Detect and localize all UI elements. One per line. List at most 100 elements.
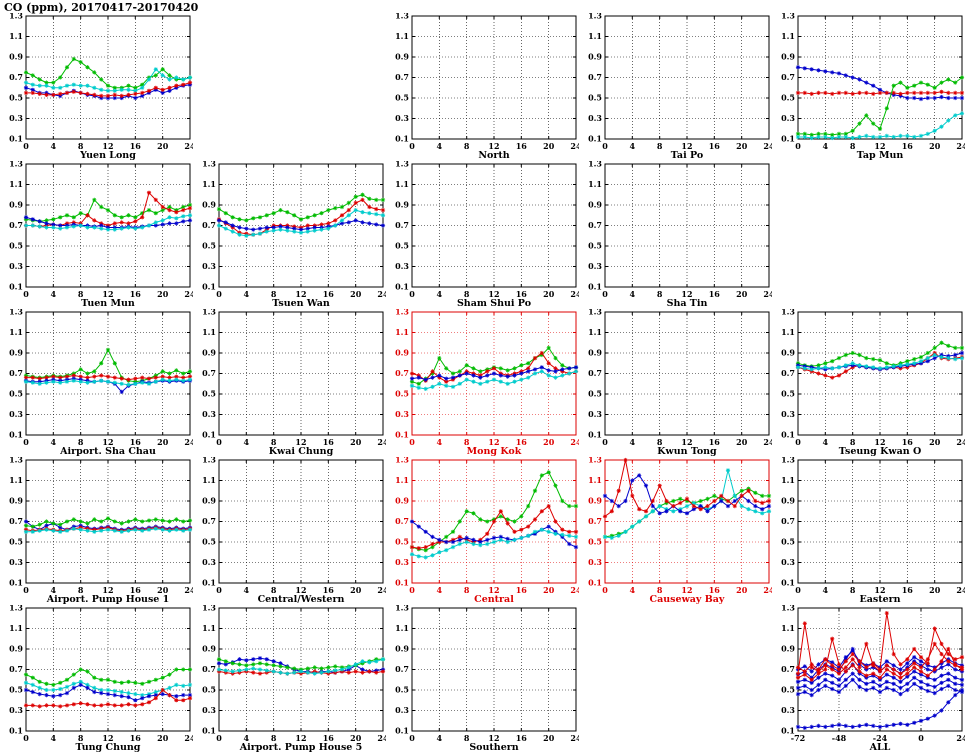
x-tick-label: 8 bbox=[78, 289, 84, 299]
x-tick-label: 24 bbox=[956, 733, 965, 743]
y-tick-label: 1.1 bbox=[9, 31, 23, 41]
series-markers-cyan bbox=[216, 657, 386, 676]
panel-chart: 0.1 0.3 0.5 0.7 0.9 1.1 1.3 0 4 8 12 16 20 24 Central bbox=[395, 455, 582, 606]
panel-title: Yuen Long bbox=[79, 150, 136, 161]
y-tick-label: 0.1 bbox=[202, 578, 216, 588]
x-tick-label: 12 bbox=[874, 585, 885, 595]
x-tick-label: 12 bbox=[488, 289, 499, 299]
y-tick-label: 0.1 bbox=[781, 430, 795, 440]
series-markers-red bbox=[795, 89, 965, 96]
series-markers-red bbox=[23, 373, 193, 382]
chart-panel-kwun-tong: 0.1 0.3 0.5 0.7 0.9 1.1 1.3 0 4 8 12 16 20 24 Kwun Ton… bbox=[579, 307, 775, 458]
panel-title: Tap Mun bbox=[857, 150, 904, 161]
panel-title: Tung Chung bbox=[76, 742, 141, 753]
y-tick-label: 0.3 bbox=[9, 409, 23, 419]
y-tick-label: 0.9 bbox=[9, 52, 23, 62]
panel-title: Kwai Chung bbox=[269, 446, 334, 457]
y-tick-label: 1.3 bbox=[202, 309, 216, 317]
chart-panel-yuen-long: 0.1 0.3 0.5 0.7 0.9 1.1 1.3 0 4 8 12 16 20 24 Yuen Lon… bbox=[0, 11, 196, 162]
x-tick-label: 4 bbox=[823, 585, 829, 595]
y-tick-label: 0.3 bbox=[781, 705, 795, 715]
x-tick-label: 4 bbox=[630, 437, 636, 447]
y-tick-label: 0.3 bbox=[781, 113, 795, 123]
x-tick-label: 24 bbox=[956, 585, 965, 595]
x-tick-label: 20 bbox=[736, 437, 748, 447]
panel-title: Airport. Sha Chau bbox=[59, 446, 156, 457]
panel-title: Southern bbox=[469, 742, 518, 753]
y-tick-label: 0.9 bbox=[9, 644, 23, 654]
x-tick-label: 12 bbox=[681, 141, 692, 151]
x-tick-label: 16 bbox=[323, 289, 335, 299]
y-tick-label: 0.5 bbox=[781, 389, 795, 399]
x-tick-label: 20 bbox=[543, 585, 555, 595]
x-tick-label: 12 bbox=[102, 585, 113, 595]
y-tick-label: 0.1 bbox=[395, 578, 409, 588]
x-tick-label: 20 bbox=[157, 289, 169, 299]
panel-chart: 0.1 0.3 0.5 0.7 0.9 1.1 1.3 0 4 8 12 16 20 24 Sham Shu… bbox=[395, 159, 582, 310]
y-tick-label: 0.9 bbox=[395, 52, 409, 62]
panel-title: Tuen Mun bbox=[81, 298, 135, 309]
y-tick-label: 1.3 bbox=[9, 161, 23, 169]
x-tick-label: 12 bbox=[102, 141, 113, 151]
y-tick-label: 0.9 bbox=[202, 496, 216, 506]
chart-panel-kwai-chung: 0.1 0.3 0.5 0.7 0.9 1.1 1.3 0 4 8 12 16 20 24 Kwai Chu… bbox=[193, 307, 389, 458]
series-markers-red bbox=[602, 457, 772, 519]
y-tick-label: 0.1 bbox=[9, 578, 23, 588]
series-markers-blue bbox=[23, 376, 193, 394]
y-tick-label: 0.3 bbox=[588, 557, 602, 567]
y-tick-label: 0.7 bbox=[588, 368, 602, 378]
x-tick-label: 16 bbox=[902, 437, 914, 447]
y-tick-label: 1.1 bbox=[395, 475, 409, 485]
y-tick-label: 0.5 bbox=[395, 389, 409, 399]
x-tick-label: 4 bbox=[51, 289, 57, 299]
x-tick-label: 8 bbox=[657, 437, 663, 447]
y-tick-label: 0.7 bbox=[395, 516, 409, 526]
y-tick-label: 0.7 bbox=[202, 516, 216, 526]
x-tick-label: -24 bbox=[873, 733, 888, 743]
x-tick-label: 16 bbox=[709, 141, 721, 151]
y-tick-label: 0.1 bbox=[202, 282, 216, 292]
x-tick-label: 16 bbox=[130, 141, 142, 151]
x-tick-label: 20 bbox=[157, 585, 169, 595]
panel-chart: 0.1 0.3 0.5 0.7 0.9 1.1 1.3 0 4 8 12 16 20 24 Tung Chu… bbox=[9, 603, 196, 754]
panel-chart: 0.1 0.3 0.5 0.7 0.9 1.1 1.3 0 4 8 12 16 20 24 Mong Kok bbox=[395, 307, 582, 458]
panel-title: Airport. Pump House 1 bbox=[46, 594, 170, 605]
x-tick-label: 0 bbox=[409, 437, 415, 447]
y-tick-label: 0.9 bbox=[588, 348, 602, 358]
y-tick-label: 0.3 bbox=[588, 261, 602, 271]
y-tick-label: 0.3 bbox=[395, 409, 409, 419]
y-tick-label: 0.9 bbox=[202, 644, 216, 654]
x-tick-label: 24 bbox=[763, 141, 772, 151]
y-tick-label: 0.5 bbox=[781, 685, 795, 695]
x-tick-label: 24 bbox=[570, 585, 579, 595]
y-tick-label: 1.1 bbox=[781, 623, 795, 633]
x-tick-label: 8 bbox=[464, 585, 470, 595]
y-tick-label: 0.1 bbox=[9, 726, 23, 736]
x-tick-label: 16 bbox=[516, 437, 528, 447]
panel-title: Tai Po bbox=[671, 150, 703, 161]
x-tick-label: 20 bbox=[543, 733, 555, 743]
panel-chart: 0.1 0.3 0.5 0.7 0.9 1.1 1.3 0 4 8 12 16 20 24 Tseung K… bbox=[781, 307, 965, 458]
x-tick-label: 12 bbox=[874, 437, 885, 447]
x-tick-label: 8 bbox=[657, 585, 663, 595]
y-tick-label: 1.3 bbox=[588, 161, 602, 169]
y-tick-label: 1.1 bbox=[9, 623, 23, 633]
y-tick-label: 0.5 bbox=[588, 537, 602, 547]
chart-panel-tap-mun: 0.1 0.3 0.5 0.7 0.9 1.1 1.3 0 4 8 12 16 20 24 Tap Mun bbox=[772, 11, 965, 162]
x-tick-label: 24 bbox=[377, 585, 386, 595]
y-tick-label: 0.1 bbox=[395, 282, 409, 292]
y-tick-label: 0.3 bbox=[781, 409, 795, 419]
x-tick-label: 4 bbox=[51, 733, 57, 743]
y-tick-label: 1.3 bbox=[781, 13, 795, 21]
y-tick-label: 1.1 bbox=[202, 475, 216, 485]
chart-panel-tsuen-wan: 0.1 0.3 0.5 0.7 0.9 1.1 1.3 0 4 8 12 16 20 24 Tsuen Wa… bbox=[193, 159, 389, 310]
series-markers-cyan bbox=[795, 111, 965, 141]
panel-chart: 0.1 0.3 0.5 0.7 0.9 1.1 1.3 0 4 8 12 16 20 24 Tai Po bbox=[588, 11, 775, 162]
panel-title: Sha Tin bbox=[667, 298, 708, 309]
x-tick-label: 0 bbox=[602, 289, 608, 299]
y-tick-label: 0.9 bbox=[202, 200, 216, 210]
chart-panel-all: 0.1 0.3 0.5 0.7 0.9 1.1 1.3 -72 -48 -24 0 24 ALL bbox=[772, 603, 965, 754]
y-tick-label: 1.1 bbox=[395, 623, 409, 633]
y-tick-label: 0.3 bbox=[781, 557, 795, 567]
panel-title: ALL bbox=[869, 742, 891, 753]
